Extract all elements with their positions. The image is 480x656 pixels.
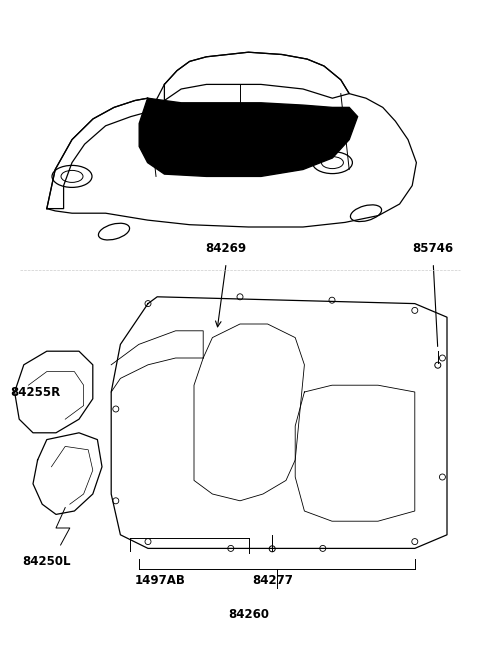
Ellipse shape bbox=[322, 157, 343, 169]
Text: 84260: 84260 bbox=[228, 608, 270, 621]
Ellipse shape bbox=[312, 152, 352, 174]
Ellipse shape bbox=[350, 205, 382, 222]
Text: 84250L: 84250L bbox=[23, 555, 71, 568]
Ellipse shape bbox=[52, 165, 92, 188]
Text: 84255R: 84255R bbox=[11, 386, 60, 398]
Text: 84269: 84269 bbox=[205, 242, 247, 255]
Polygon shape bbox=[139, 98, 358, 176]
Text: 85746: 85746 bbox=[413, 242, 454, 255]
Text: 84277: 84277 bbox=[252, 574, 293, 587]
Ellipse shape bbox=[61, 171, 83, 182]
Text: 1497AB: 1497AB bbox=[134, 574, 185, 587]
Ellipse shape bbox=[98, 223, 130, 240]
